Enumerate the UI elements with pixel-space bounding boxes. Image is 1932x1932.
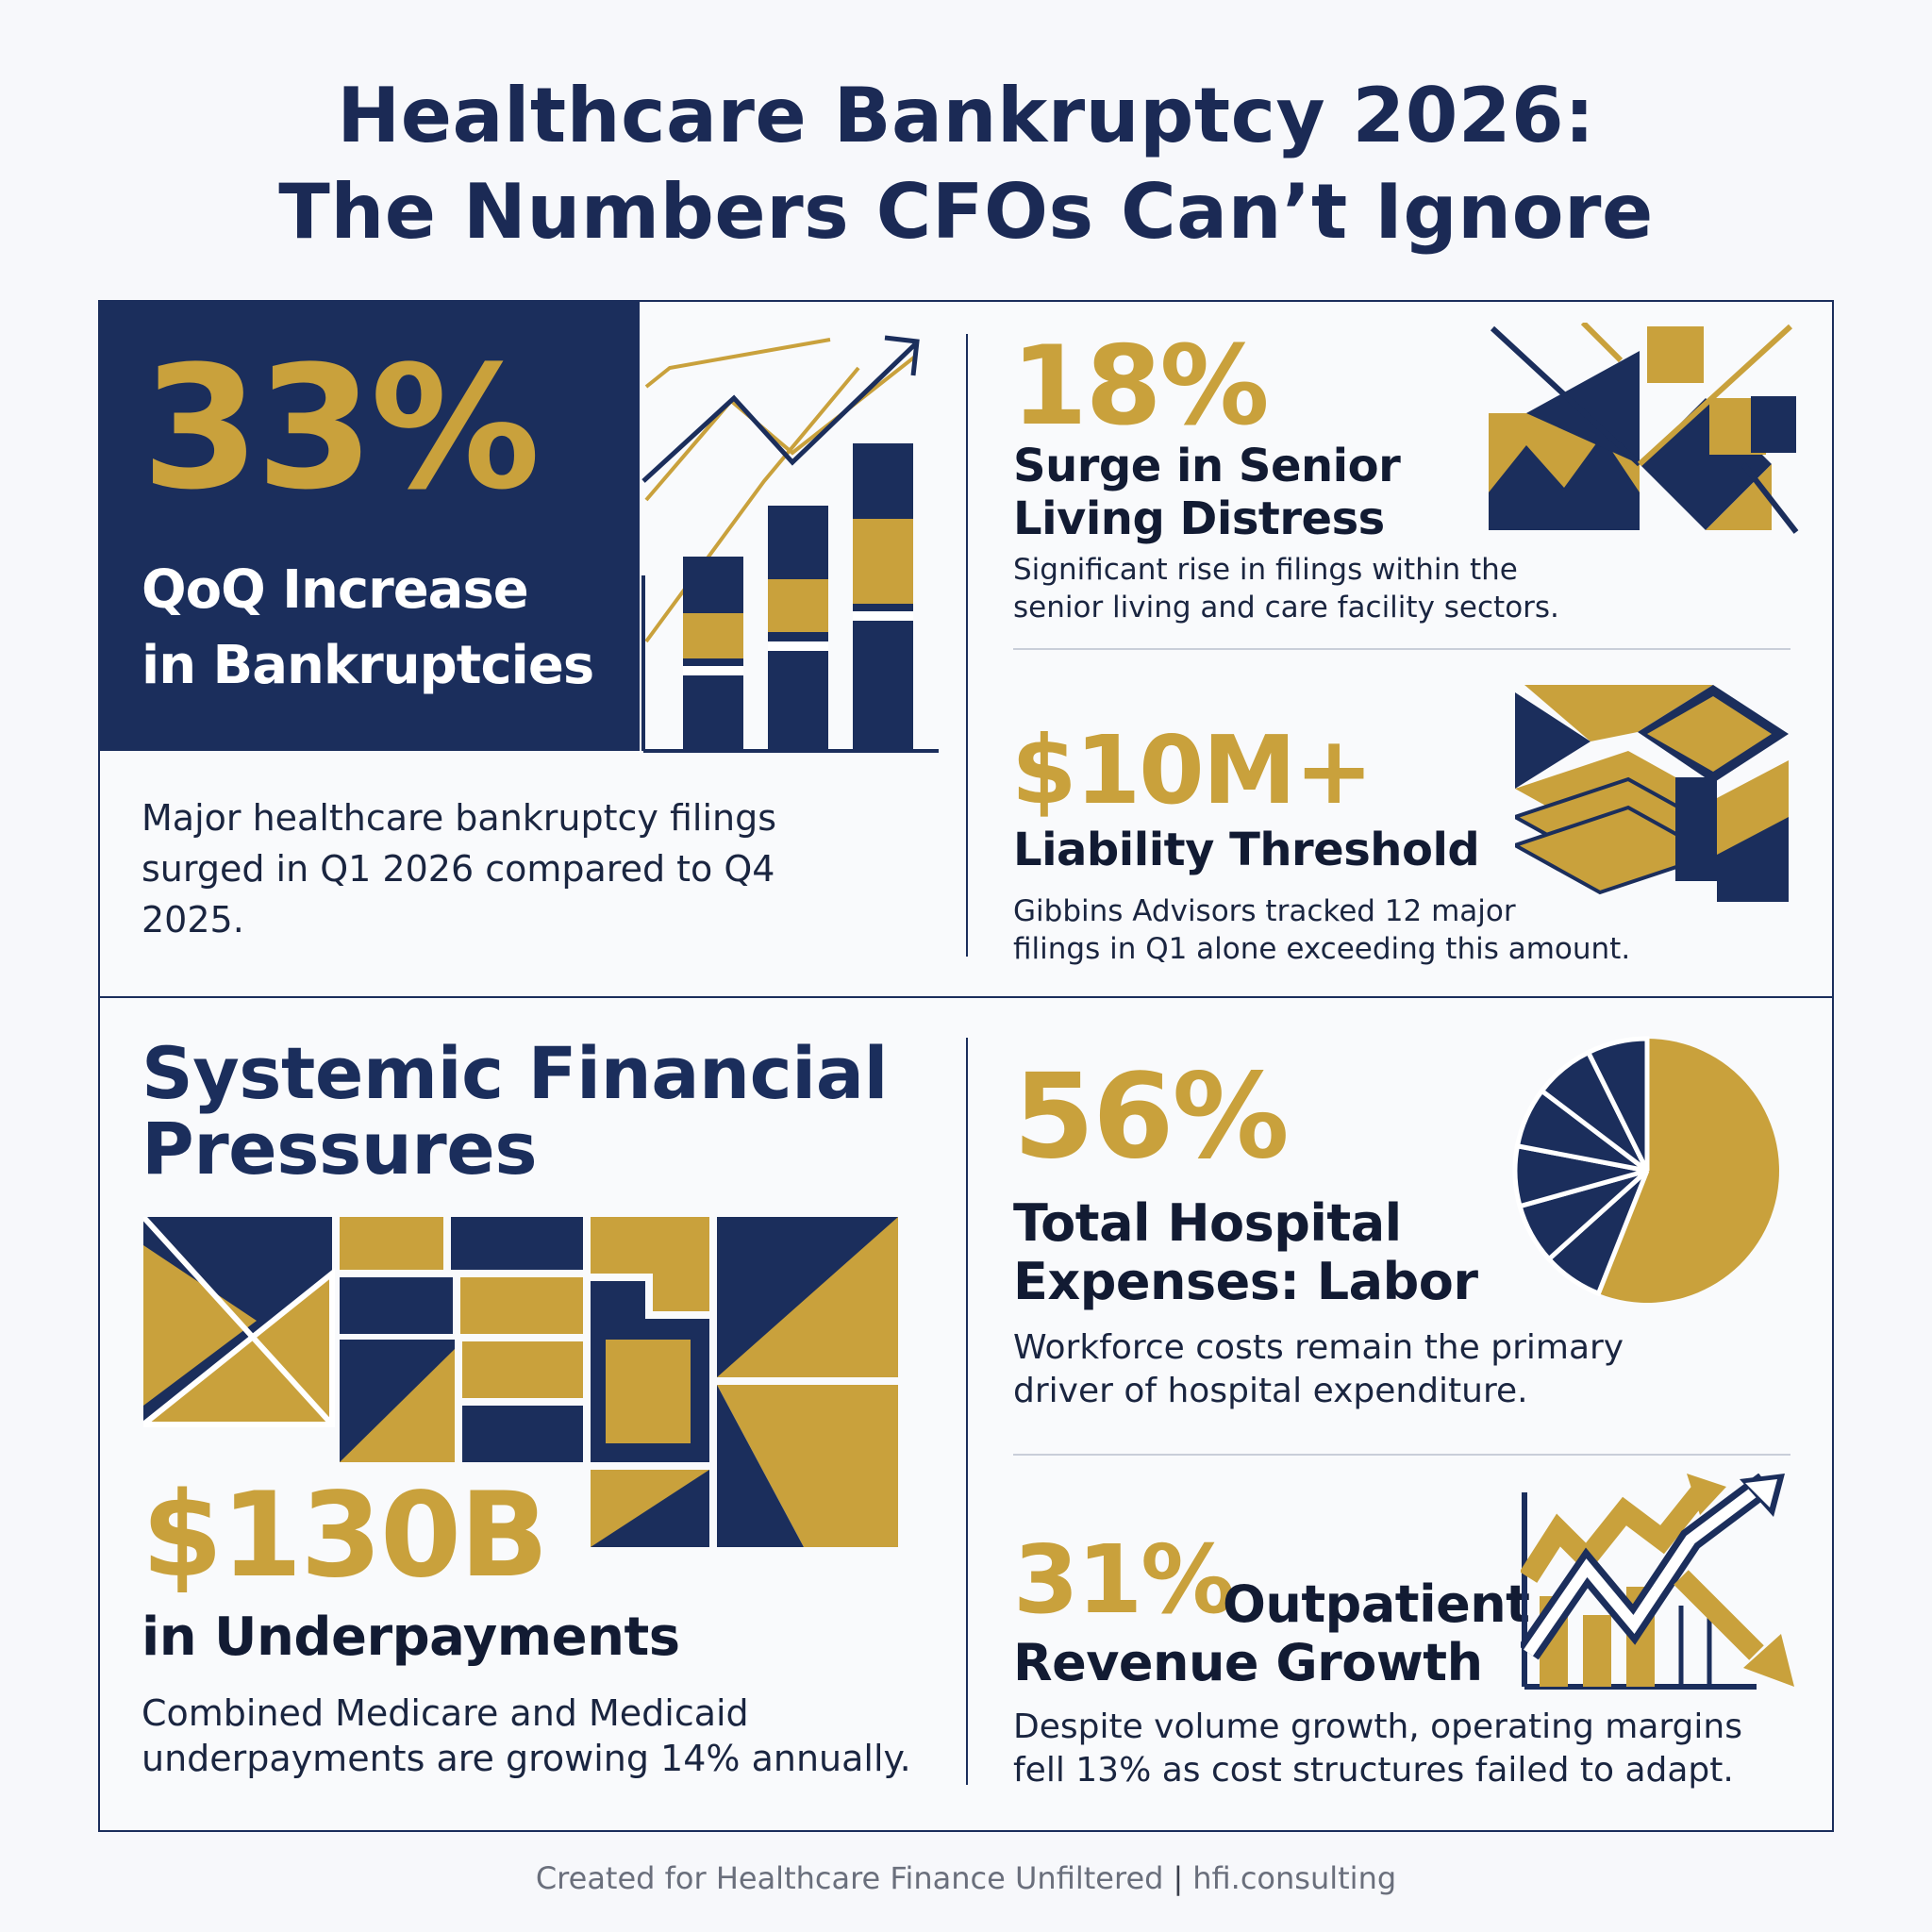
outpatient-description: Despite volume growth, operating margins… <box>1013 1706 1742 1792</box>
senior-living-heading-line-1: Surge in Senior <box>1013 440 1401 492</box>
underpayments-heading: in Underpayments <box>142 1607 680 1668</box>
outpatient-heading-line-2: Revenue Growth <box>1013 1633 1483 1692</box>
geometric-tiles-icon <box>1489 323 1799 534</box>
outpatient-heading-inline: Outpatient <box>1223 1574 1530 1634</box>
labor-description-line-1: Workforce costs remain the primary <box>1013 1328 1624 1367</box>
liability-heading: Liability Threshold <box>1013 824 1480 876</box>
senior-living-heading: Surge in Senior Living Distress <box>1013 440 1401 545</box>
footer-site-link[interactable]: hfi.consulting <box>1192 1860 1397 1896</box>
underpayments-description-line-2: underpayments are growing 14% annually. <box>142 1738 911 1779</box>
pie-chart-icon <box>1512 1036 1779 1303</box>
rising-bar-chart-icon <box>641 335 939 753</box>
column-divider-top <box>966 334 968 957</box>
footer-separator: | <box>1173 1860 1184 1896</box>
stat-divider-bottom-right <box>1013 1454 1790 1456</box>
footer: Created for Healthcare Finance Unfiltere… <box>0 1860 1932 1896</box>
systemic-heading-line-1: Systemic Financial <box>142 1031 889 1115</box>
labor-description: Workforce costs remain the primary drive… <box>1013 1326 1624 1413</box>
column-divider-bottom <box>966 1038 968 1785</box>
labor-heading: Total Hospital Expenses: Labor <box>1013 1193 1478 1311</box>
outpatient-value: 31% <box>1013 1524 1235 1635</box>
geometric-mosaic-icon <box>143 1217 898 1547</box>
bankruptcies-highlight-panel <box>98 300 640 751</box>
labor-heading-line-2: Expenses: Labor <box>1013 1252 1478 1311</box>
labor-heading-line-1: Total Hospital <box>1013 1193 1402 1253</box>
up-down-arrows-icon <box>1521 1474 1794 1690</box>
bankruptcies-heading: QoQ Increase in Bankruptcies <box>142 553 613 704</box>
title-line-1: Healthcare Bankruptcy 2026: <box>337 72 1595 159</box>
liability-description-line-1: Gibbins Advisors tracked 12 major <box>1013 894 1516 928</box>
section-divider <box>98 996 1834 998</box>
stacked-layers-icon <box>1515 685 1789 902</box>
liability-description: Gibbins Advisors tracked 12 major filing… <box>1013 892 1630 968</box>
title-line-2: The Numbers CFOs Can’t Ignore <box>278 168 1654 256</box>
bankruptcies-heading-line-1: QoQ Increase <box>142 559 529 621</box>
senior-living-heading-line-2: Living Distress <box>1013 492 1385 545</box>
bankruptcies-value: 33% <box>142 330 541 527</box>
labor-value: 56% <box>1013 1049 1290 1185</box>
underpayments-description-line-1: Combined Medicare and Medicaid <box>142 1692 749 1734</box>
senior-living-description-line-1: Significant rise in filings within the <box>1013 553 1518 587</box>
underpayments-value: $130B <box>142 1468 549 1604</box>
bankruptcies-description: Major healthcare bankruptcy filings surg… <box>142 797 777 941</box>
page-title: Healthcare Bankruptcy 2026: The Numbers … <box>0 68 1932 260</box>
senior-living-description: Significant rise in filings within the s… <box>1013 551 1559 626</box>
footer-credit: Created for Healthcare Finance Unfiltere… <box>535 1860 1164 1896</box>
systemic-heading: Systemic Financial Pressures <box>142 1031 889 1191</box>
underpayments-description: Combined Medicare and Medicaid underpaym… <box>142 1690 911 1781</box>
senior-living-value: 18% <box>1011 323 1270 450</box>
bankruptcies-heading-line-2: in Bankruptcies <box>142 635 594 696</box>
pie-slice-labor <box>1598 1039 1779 1303</box>
pie-slice-other <box>1585 1036 1650 1173</box>
liability-value: $10M+ <box>1011 715 1374 825</box>
labor-description-line-2: driver of hospital expenditure. <box>1013 1372 1528 1410</box>
systemic-heading-line-2: Pressures <box>142 1107 538 1191</box>
senior-living-description-line-2: senior living and care facility sectors. <box>1013 591 1559 625</box>
liability-description-line-2: filings in Q1 alone exceeding this amoun… <box>1013 932 1631 966</box>
outpatient-description-line-2: fell 13% as cost structures failed to ad… <box>1013 1751 1734 1790</box>
outpatient-description-line-1: Despite volume growth, operating margins <box>1013 1707 1742 1746</box>
stat-divider-top-right <box>1013 648 1790 650</box>
